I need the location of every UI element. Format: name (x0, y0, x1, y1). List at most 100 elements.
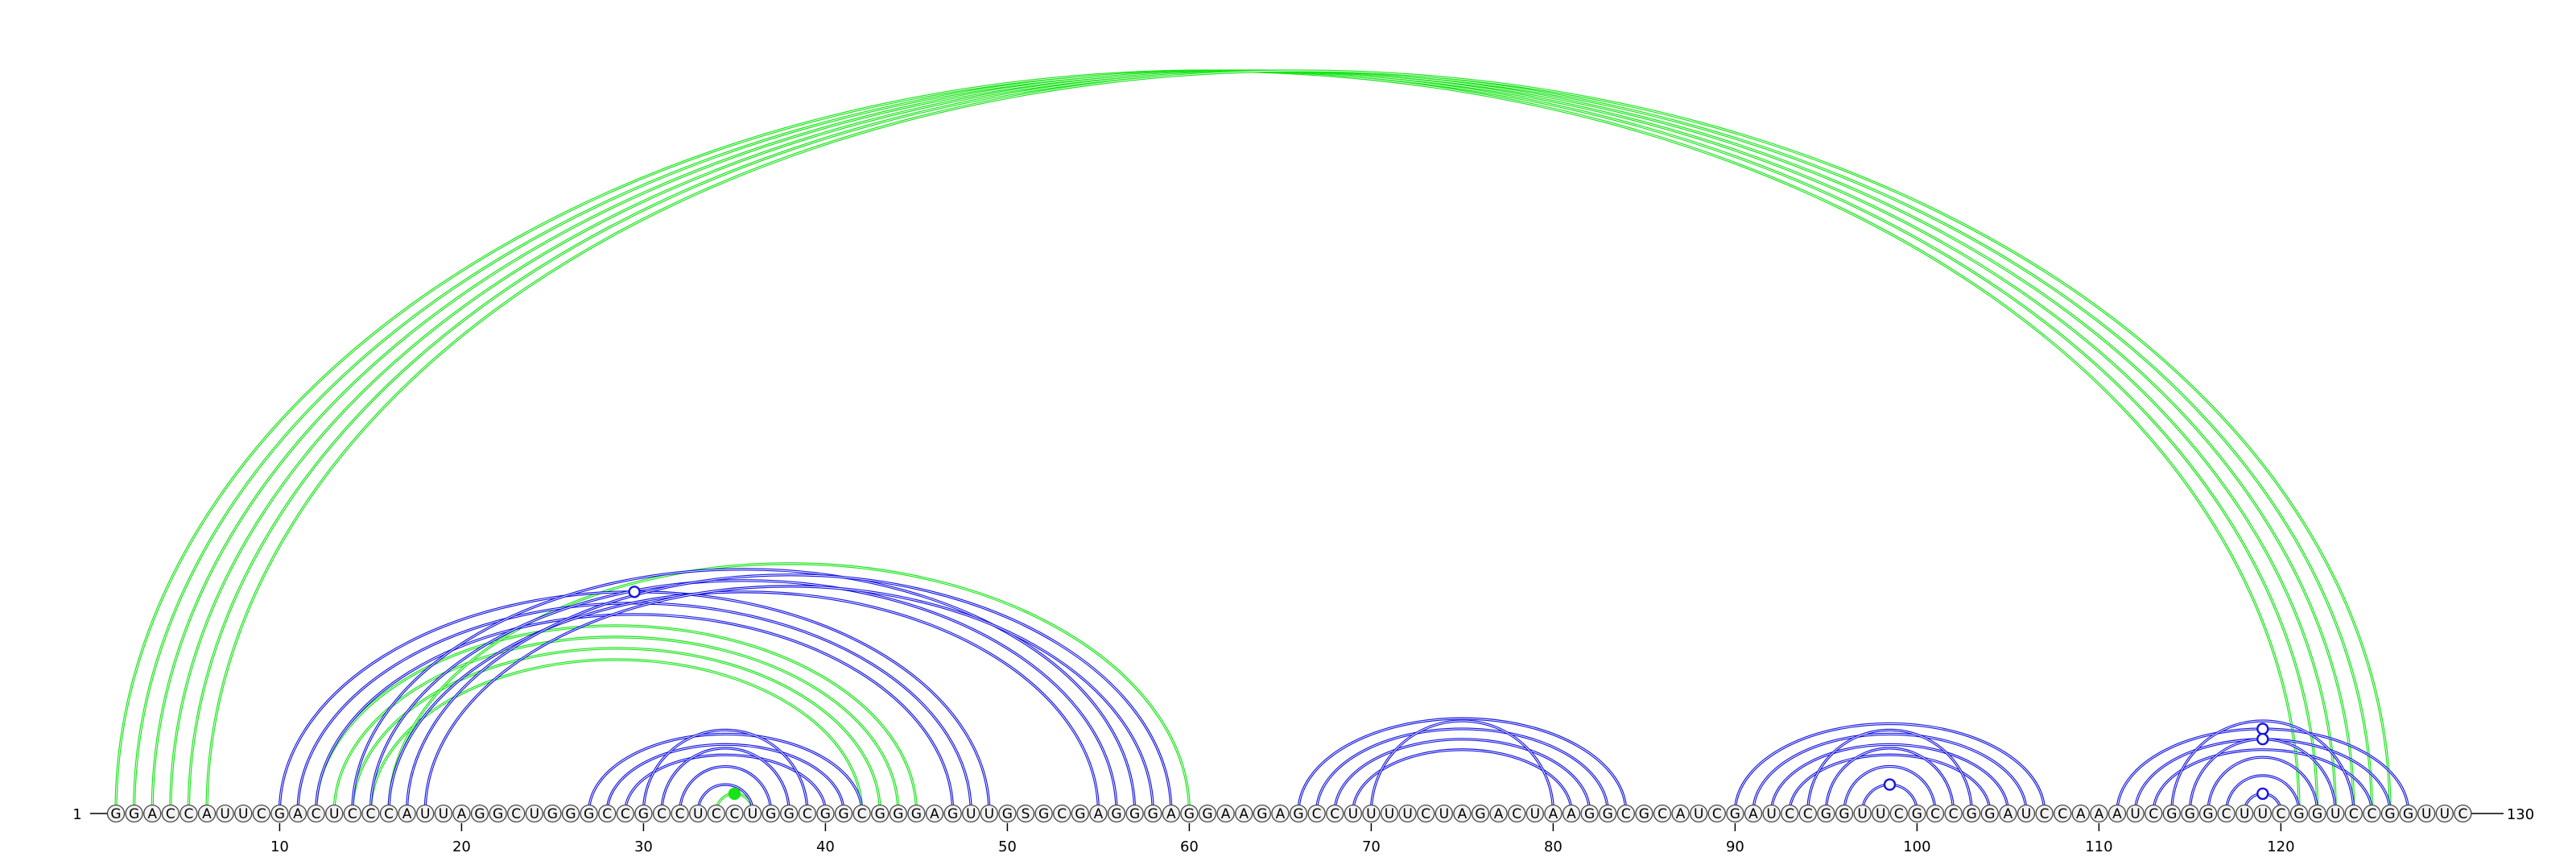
nucleotide-circle (2035, 804, 2054, 823)
nucleotide-letter: U (1385, 806, 1394, 822)
green-arc-5-125 (187, 69, 2373, 813)
nucleotide-letter: C (857, 806, 867, 822)
nucleotide-circle (1326, 804, 1344, 823)
nucleotide-letter: C (2222, 806, 2231, 822)
nucleotide-letter: C (257, 806, 266, 822)
arc-marker (1883, 778, 1897, 791)
nucleotide-circle (998, 804, 1017, 823)
nucleotide-letter: G (875, 806, 886, 822)
arc-marker (628, 586, 641, 598)
blue-arc-inner-70-80 (1370, 720, 1554, 813)
nucleotide-letter: C (2058, 806, 2067, 822)
nucleotide-circle (1835, 804, 1854, 823)
blue-arc-inner-15-56 (369, 580, 1117, 813)
nucleotide-circle (1235, 804, 1253, 823)
nucleotide-letter: C (621, 806, 630, 822)
nucleotide-circle (1963, 804, 1981, 823)
nucleotide-circle (2017, 804, 2036, 823)
nucleotide-letter: A (293, 806, 303, 822)
green-arc-inner-5-125 (188, 70, 2372, 813)
axis-tick-label: 120 (2267, 838, 2294, 855)
nucleotide-circle (216, 804, 234, 823)
nucleotide-letter: G (784, 806, 795, 822)
nucleotide-letter: U (1348, 806, 1358, 822)
nucleotide-circle (1253, 804, 1271, 823)
nucleotide-letter: C (675, 806, 685, 822)
nucleotide-letter: U (748, 806, 758, 822)
nucleotide-circle (2162, 804, 2181, 823)
nucleotide-letter: G (1730, 806, 1740, 822)
nucleotide-letter: A (930, 806, 939, 822)
nucleotide-circle (2380, 804, 2400, 823)
green-arc-inner-16-60 (388, 563, 1190, 813)
nucleotide-letter: A (1166, 806, 1176, 822)
nucleotide-circle (689, 804, 708, 823)
nucleotide-letter: G (1184, 806, 1195, 822)
position-axis: 10 20 30 40 50 60 70 80 90 100 110 120 (270, 823, 2295, 855)
nucleotide-letter: G (1202, 806, 1212, 822)
nucleotide-letter: C (2458, 806, 2467, 822)
green-arc-inner-13-44 (333, 636, 899, 813)
green-arc-1-121 (114, 69, 2301, 813)
nucleotide-circle (1798, 804, 1817, 823)
nucleotide-letter: C (184, 806, 193, 822)
nucleotide-letter: G (2185, 806, 2195, 822)
nucleotide-circle (1616, 804, 1635, 823)
green-arc-15-42 (369, 658, 864, 813)
nucleotide-letter: A (1676, 806, 1686, 822)
nucleotide-circle (1562, 804, 1581, 823)
nucleotide-letter: U (2240, 806, 2249, 822)
blue-arc-inner-68-82 (1334, 739, 1591, 813)
blue-arc-inner-93-104 (1789, 754, 1991, 813)
nucleotide-circle (1198, 804, 1217, 823)
blue-arc-32-37 (679, 764, 773, 813)
nucleotide-circle (925, 804, 944, 823)
nucleotide-letter: C (348, 806, 357, 822)
green-arc-inner-2-122 (134, 70, 2318, 813)
blue-arc-66-84 (1297, 717, 1628, 813)
nucleotide-letter: G (838, 806, 848, 822)
nucleotide-circle (816, 804, 835, 823)
blue-arc-inner-17-59 (407, 574, 1172, 813)
nucleotide-circle (161, 804, 180, 823)
nucleotide-letter: C (511, 806, 521, 822)
nucleotide-circle (398, 804, 416, 823)
nucleotide-circle (1380, 804, 1399, 823)
nucleotide-circle (2399, 804, 2417, 823)
axis-tick-label: 50 (998, 838, 1017, 855)
blue-arc-inner-27-42 (588, 733, 863, 813)
sequence-start-label: 1 (72, 806, 81, 823)
nucleotide-letter: C (1894, 806, 1904, 822)
nucleotide-circle (834, 804, 853, 823)
arc-marker (2256, 787, 2269, 801)
nucleotide-circle (1398, 804, 1417, 823)
nucleotide-circle (2145, 804, 2163, 823)
nucleotide-letter: U (2440, 806, 2450, 822)
nucleotide-circle (2054, 804, 2072, 823)
nucleotide-letter: G (275, 806, 285, 822)
nucleotide-circle (762, 804, 780, 823)
nucleotide-circle (2126, 804, 2145, 823)
blue-arc-inner-95-102 (1825, 747, 1955, 813)
nucleotide-letter: U (2330, 806, 2340, 822)
nucleotide-circle (1980, 804, 1999, 823)
nucleotide-circle (1435, 804, 1453, 823)
nucleotide-circle (1508, 804, 1526, 823)
nucleotide-letter: C (1312, 806, 1322, 822)
blue-arc-inner-33-36 (697, 784, 753, 813)
axis-tick-label: 100 (1903, 838, 1930, 855)
nucleotide-letter: G (1912, 806, 1922, 822)
nucleotide-letter: G (1148, 806, 1158, 822)
nucleotide-circle (671, 804, 689, 823)
nucleotide-letter: G (129, 806, 139, 822)
nucleotide-letter: C (1949, 806, 1959, 822)
nucleotide-letter: U (693, 806, 703, 822)
nucleotide-letter: G (911, 806, 922, 822)
nucleotide-letter: C (2149, 806, 2158, 822)
blue-arc-inner-114-124 (2171, 720, 2355, 813)
nucleotide-letter: C (2040, 806, 2050, 822)
nucleotide-circle (1599, 804, 1617, 823)
nucleotide-circle (379, 804, 398, 823)
nucleotide-circle (106, 804, 126, 823)
